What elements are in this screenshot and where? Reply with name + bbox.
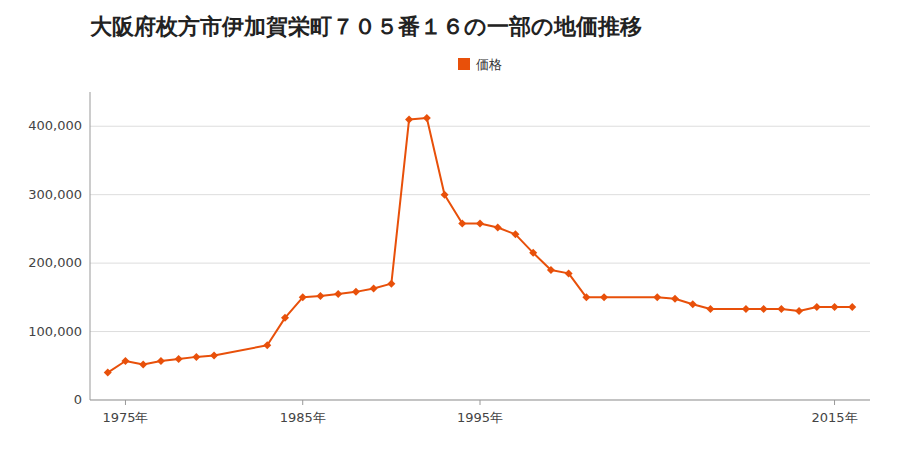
marker: [600, 293, 608, 301]
marker: [263, 341, 271, 349]
y-tick-label: 0: [74, 392, 82, 407]
legend-label: 価格: [476, 57, 502, 72]
marker: [777, 305, 785, 313]
legend-swatch: [458, 58, 470, 70]
background: [0, 0, 900, 450]
x-tick: [302, 400, 303, 405]
marker: [175, 355, 183, 363]
x-tick: [834, 400, 835, 405]
chart: 大阪府枚方市伊加賀栄町７０５番１６の一部の地価推移 0 100,000 200,000…: [0, 0, 900, 450]
marker: [795, 307, 803, 315]
marker: [547, 266, 555, 274]
y-tick-label: 300,000: [28, 187, 82, 202]
x-tick: [480, 400, 481, 405]
y-tick-label: 400,000: [28, 118, 82, 133]
marker: [529, 249, 537, 257]
marker: [387, 280, 395, 288]
marker: [352, 288, 360, 296]
marker: [334, 290, 342, 298]
marker: [139, 360, 147, 368]
marker: [458, 219, 466, 227]
legend: 価格: [458, 57, 502, 72]
y-axis-line: [90, 92, 91, 400]
grid-line: [90, 194, 870, 195]
marker: [281, 314, 289, 322]
x-tick: [125, 400, 126, 405]
marker: [423, 114, 431, 122]
x-tick-label: 1995年: [457, 410, 503, 425]
plot-area: [104, 114, 857, 377]
marker: [316, 292, 324, 300]
title: 大阪府枚方市伊加賀栄町７０５番１６の一部の地価推移: [90, 14, 642, 39]
x-tick-label: 1975年: [102, 410, 148, 425]
grid-line: [90, 331, 870, 332]
y-tick-label: 100,000: [28, 324, 82, 339]
marker: [813, 303, 821, 311]
marker: [441, 191, 449, 199]
marker: [121, 357, 129, 365]
grid-line: [90, 263, 870, 264]
marker: [370, 284, 378, 292]
marker: [653, 293, 661, 301]
marker: [831, 303, 839, 311]
y-tick-label: 200,000: [28, 255, 82, 270]
grid-line: [90, 126, 870, 127]
marker: [671, 295, 679, 303]
marker: [476, 219, 484, 227]
marker: [848, 303, 856, 311]
marker: [742, 305, 750, 313]
marker: [299, 293, 307, 301]
x-tick-label: 1985年: [280, 410, 326, 425]
marker: [494, 224, 502, 232]
marker: [511, 230, 519, 238]
marker: [565, 269, 573, 277]
marker: [582, 293, 590, 301]
marker: [405, 115, 413, 123]
x-tick-label: 2015年: [811, 410, 857, 425]
marker: [689, 300, 697, 308]
y-axis: 0 100,000 200,000 300,000 400,000: [28, 92, 870, 407]
line: [108, 118, 853, 373]
marker: [210, 352, 218, 360]
marker: [192, 353, 200, 361]
marker: [157, 357, 165, 365]
x-axis: 1975年 1985年 1995年 2015年: [90, 400, 870, 425]
marker: [706, 305, 714, 313]
marker: [104, 369, 112, 377]
marker: [760, 305, 768, 313]
